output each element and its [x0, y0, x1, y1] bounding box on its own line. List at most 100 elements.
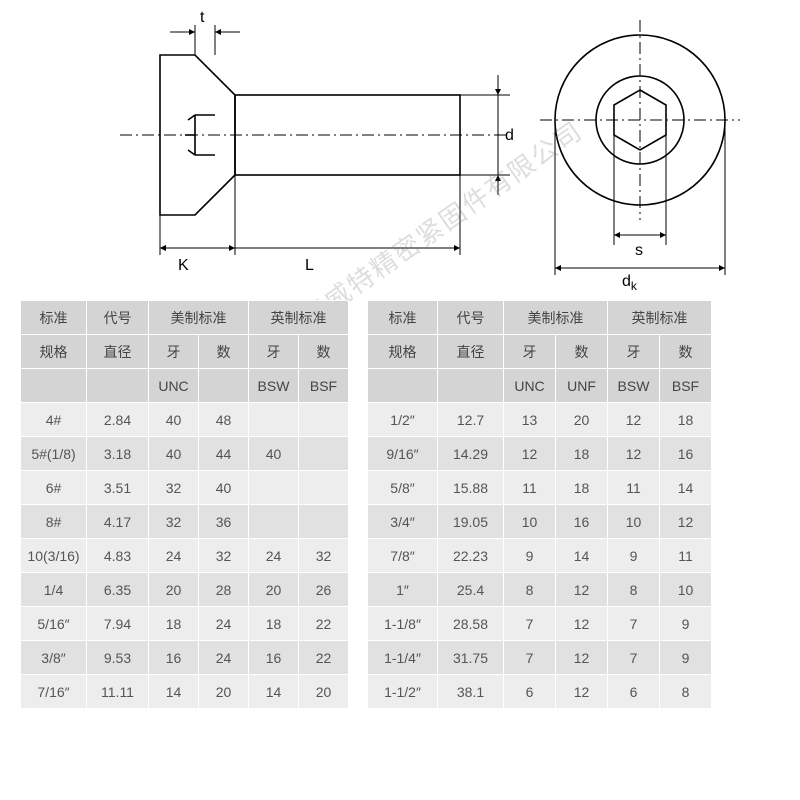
table-cell: 16	[249, 641, 299, 675]
table-cell: 1-1/4″	[368, 641, 438, 675]
table-cell	[249, 505, 299, 539]
table-cell: 15.88	[438, 471, 504, 505]
table-cell: 代号	[438, 301, 504, 335]
table-cell: 22	[299, 641, 349, 675]
table-cell: 13	[504, 403, 556, 437]
table-cell: 12	[608, 437, 660, 471]
table-cell: 18	[249, 607, 299, 641]
table-cell: 7/16″	[21, 675, 87, 709]
screw-drawing: t K L d s dk	[0, 0, 800, 290]
table-cell: 12	[556, 641, 608, 675]
table-cell: 9	[608, 539, 660, 573]
dim-t: t	[200, 9, 205, 26]
table-cell: 6.35	[87, 573, 149, 607]
table-cell: 12	[556, 675, 608, 709]
table-cell: 6#	[21, 471, 87, 505]
table-cell: 32	[149, 505, 199, 539]
table-cell: 7.94	[87, 607, 149, 641]
table-cell: 10	[660, 573, 712, 607]
table-cell: 19.05	[438, 505, 504, 539]
table-cell: 3/8″	[21, 641, 87, 675]
table-cell: 6	[608, 675, 660, 709]
table-cell: 7	[608, 641, 660, 675]
table-cell: 8#	[21, 505, 87, 539]
technical-diagram: t K L d s dk	[0, 0, 800, 290]
table-cell: 20	[199, 675, 249, 709]
table-cell: 牙	[149, 335, 199, 369]
table-cell: 7	[504, 641, 556, 675]
table-cell: 18	[556, 471, 608, 505]
table-cell: UNC	[504, 369, 556, 403]
table-cell: 14.29	[438, 437, 504, 471]
table-cell: 9	[504, 539, 556, 573]
table-cell	[249, 403, 299, 437]
table-cell	[438, 369, 504, 403]
table-cell: 20	[556, 403, 608, 437]
spec-tables: 标准代号美制标准英制标准规格直径牙数牙数UNCBSWBSF4#2.8440485…	[20, 300, 780, 709]
table-cell: 32	[149, 471, 199, 505]
dim-dk: dk	[622, 273, 638, 290]
dim-L: L	[305, 257, 314, 274]
table-cell	[299, 403, 349, 437]
table-cell: 11.11	[87, 675, 149, 709]
table-cell: 14	[556, 539, 608, 573]
table-cell: 代号	[87, 301, 149, 335]
table-cell: 22.23	[438, 539, 504, 573]
table-cell: 美制标准	[504, 301, 608, 335]
table-cell: 40	[149, 403, 199, 437]
table-cell: 7	[504, 607, 556, 641]
table-cell: 24	[199, 607, 249, 641]
table-cell	[249, 471, 299, 505]
table-cell: 规格	[21, 335, 87, 369]
dim-d: d	[505, 127, 514, 144]
table-cell: 英制标准	[249, 301, 349, 335]
table-cell: 40	[249, 437, 299, 471]
table-cell: 直径	[87, 335, 149, 369]
table-cell: 1/4	[21, 573, 87, 607]
table-cell: 22	[299, 607, 349, 641]
table-cell: 牙	[504, 335, 556, 369]
table-cell	[87, 369, 149, 403]
table-cell: BSF	[299, 369, 349, 403]
table-cell: 标准	[368, 301, 438, 335]
spec-table-left: 标准代号美制标准英制标准规格直径牙数牙数UNCBSWBSF4#2.8440485…	[20, 300, 349, 709]
table-cell: 10(3/16)	[21, 539, 87, 573]
table-cell: 8	[608, 573, 660, 607]
table-cell: 18	[660, 403, 712, 437]
table-cell: 2.84	[87, 403, 149, 437]
table-cell: 36	[199, 505, 249, 539]
table-cell: 5/8″	[368, 471, 438, 505]
table-cell: 24	[149, 539, 199, 573]
table-cell: 11	[660, 539, 712, 573]
spec-table-right: 标准代号美制标准英制标准规格直径牙数牙数UNCUNFBSWBSF1/2″12.7…	[367, 300, 712, 709]
table-cell: 20	[149, 573, 199, 607]
table-cell: 7/8″	[368, 539, 438, 573]
table-cell: 10	[608, 505, 660, 539]
table-cell: 标准	[21, 301, 87, 335]
table-cell: 4.83	[87, 539, 149, 573]
table-cell: 14	[149, 675, 199, 709]
table-cell: 26	[299, 573, 349, 607]
table-cell: 32	[199, 539, 249, 573]
table-cell: 20	[299, 675, 349, 709]
dim-s: s	[635, 242, 643, 259]
table-cell: 1/2″	[368, 403, 438, 437]
table-cell: 18	[149, 607, 199, 641]
table-cell: 9	[660, 607, 712, 641]
table-cell	[299, 471, 349, 505]
table-cell: 数	[199, 335, 249, 369]
table-cell: 3.51	[87, 471, 149, 505]
table-cell: 10	[504, 505, 556, 539]
table-cell: 28.58	[438, 607, 504, 641]
table-cell: 英制标准	[608, 301, 712, 335]
table-cell: 8	[660, 675, 712, 709]
table-cell: 31.75	[438, 641, 504, 675]
table-cell: 24	[249, 539, 299, 573]
table-cell: 12	[504, 437, 556, 471]
table-cell: 9.53	[87, 641, 149, 675]
table-cell: 11	[504, 471, 556, 505]
table-cell: 牙	[249, 335, 299, 369]
table-cell: 40	[149, 437, 199, 471]
table-cell: 3/4″	[368, 505, 438, 539]
table-cell: 5/16″	[21, 607, 87, 641]
